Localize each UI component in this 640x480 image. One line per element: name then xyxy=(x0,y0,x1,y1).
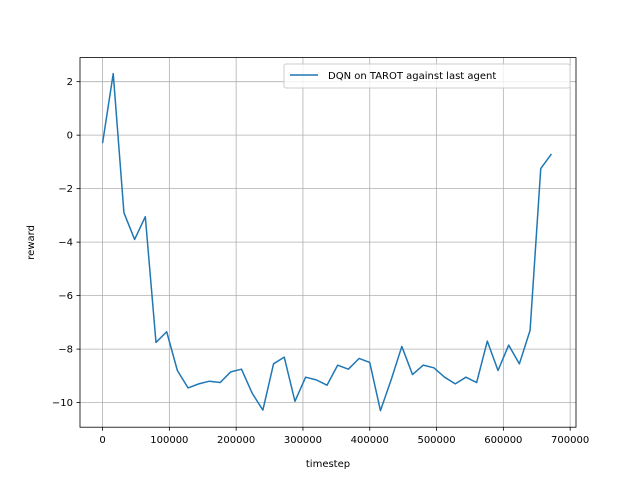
x-tick-label: 400000 xyxy=(351,435,389,446)
x-tick-label: 0 xyxy=(99,435,105,446)
y-axis-label: reward xyxy=(26,225,37,260)
x-tick-label: 700000 xyxy=(551,435,589,446)
legend-entry-label: DQN on TAROT against last agent xyxy=(328,71,496,82)
y-tick-label: 0 xyxy=(67,131,73,142)
y-tick-label: −4 xyxy=(58,238,73,249)
x-axis-label: timestep xyxy=(306,459,350,470)
x-tick-label: 500000 xyxy=(417,435,455,446)
series-group xyxy=(101,72,553,412)
x-tick-label: 600000 xyxy=(484,435,522,446)
legend: DQN on TAROT against last agent xyxy=(283,63,571,89)
x-tick-label: 200000 xyxy=(217,435,255,446)
axes-ticks: 0 100000 200000 300000 400000 500000 600000 700… xyxy=(52,77,589,446)
y-tick-label: −2 xyxy=(58,184,73,195)
legend-box xyxy=(283,63,571,89)
series-line xyxy=(101,72,553,412)
y-tick-label: −6 xyxy=(58,291,73,302)
x-tick-label: 300000 xyxy=(284,435,322,446)
y-tick-label: −10 xyxy=(52,398,73,409)
y-tick-label: −8 xyxy=(58,345,73,356)
x-tick-label: 100000 xyxy=(150,435,188,446)
y-tick-label: 2 xyxy=(67,77,73,88)
